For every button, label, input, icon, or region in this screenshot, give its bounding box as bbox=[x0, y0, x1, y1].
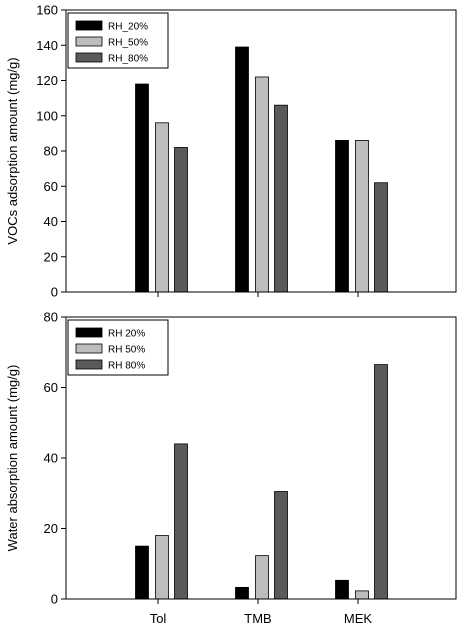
water-bar-tol-series-3 bbox=[174, 443, 188, 600]
voc-bar-tol-series-3 bbox=[174, 147, 188, 293]
voc-ytick-label: 120 bbox=[36, 73, 58, 88]
water-bar-mek-series-1 bbox=[335, 579, 349, 600]
water-legend-label-2: RH 50% bbox=[108, 345, 145, 356]
water-bar-tmb-series-2 bbox=[255, 555, 269, 600]
voc-legend-label-1: RH_20% bbox=[108, 22, 148, 33]
voc-bar-mek-series-3 bbox=[374, 182, 388, 293]
voc-ytick-label: 160 bbox=[36, 3, 58, 18]
water-ytick-label: 40 bbox=[44, 451, 58, 466]
water-bar-mek-series-3 bbox=[374, 364, 388, 600]
voc-bar-tol-series-2 bbox=[155, 122, 169, 293]
voc-legend-label-2: RH_50% bbox=[108, 38, 148, 49]
water-bar-tmb-series-1 bbox=[235, 586, 249, 600]
voc-ytick-label: 80 bbox=[44, 144, 58, 159]
water-ytick-label: 20 bbox=[44, 521, 58, 536]
voc-legend-swatch-1 bbox=[75, 20, 103, 31]
voc-ytick-label: 0 bbox=[51, 285, 58, 300]
water-bar-tmb-series-3 bbox=[274, 491, 288, 600]
water-xtick-label-tol: Tol bbox=[150, 611, 167, 626]
voc-bar-mek-series-2 bbox=[355, 140, 369, 293]
voc-legend-label-3: RH_80% bbox=[108, 54, 148, 65]
water-legend-swatch-2 bbox=[75, 343, 103, 354]
voc-ytick-label: 140 bbox=[36, 38, 58, 53]
voc-y-axis-label: VOCs adsorption amount (mg/g) bbox=[5, 57, 20, 244]
voc-ytick-label: 20 bbox=[44, 249, 58, 264]
water-xtick-label-mek: MEK bbox=[344, 611, 373, 626]
water-bar-tol-series-1 bbox=[135, 545, 149, 600]
water-legend-label-3: RH 80% bbox=[108, 361, 145, 372]
water-bar-mek-series-2 bbox=[355, 590, 369, 600]
water-absorption-panel: 0 20 40 60 80 Tol TMB MEK Water absorption amoun… bbox=[5, 310, 457, 626]
voc-ytick-label: 40 bbox=[44, 214, 58, 229]
voc-bar-tol-series-1 bbox=[135, 83, 149, 293]
water-legend-label-1: RH 20% bbox=[108, 329, 145, 340]
water-ytick-label: 80 bbox=[44, 310, 58, 325]
water-legend-swatch-1 bbox=[75, 327, 103, 338]
water-bar-tol-series-2 bbox=[155, 535, 169, 600]
voc-bar-tmb-series-2 bbox=[255, 76, 269, 293]
water-legend-swatch-3 bbox=[75, 359, 103, 370]
voc-bar-tmb-series-3 bbox=[274, 104, 288, 293]
voc-ytick-label: 100 bbox=[36, 108, 58, 123]
water-ytick-label: 60 bbox=[44, 380, 58, 395]
voc-bar-mek-series-1 bbox=[335, 140, 349, 293]
voc-legend-swatch-2 bbox=[75, 36, 103, 47]
voc-ytick-label: 60 bbox=[44, 179, 58, 194]
voc-adsorption-panel: 0 20 40 60 80 100 120 140 160 VOCs adsorption amo… bbox=[5, 3, 457, 300]
voc-legend-swatch-3 bbox=[75, 52, 103, 63]
water-xtick-label-tmb: TMB bbox=[244, 611, 271, 626]
voc-bar-tmb-series-1 bbox=[235, 46, 249, 293]
water-ytick-label: 0 bbox=[51, 592, 58, 607]
water-y-axis-label: Water absorption amount (mg/g) bbox=[5, 365, 20, 552]
